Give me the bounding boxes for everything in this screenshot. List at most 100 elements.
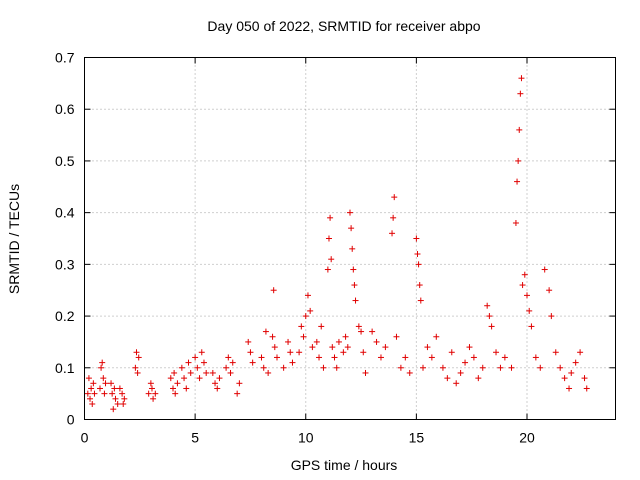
data-point xyxy=(85,375,92,382)
data-point xyxy=(174,380,181,387)
data-point xyxy=(324,266,331,273)
data-point xyxy=(325,235,332,242)
data-point xyxy=(453,380,460,387)
data-point xyxy=(377,354,384,361)
data-point xyxy=(147,380,154,387)
data-point xyxy=(413,235,420,242)
grid-lines xyxy=(84,57,616,420)
data-point xyxy=(329,344,336,351)
data-point xyxy=(84,390,91,397)
data-point xyxy=(318,323,325,330)
data-point xyxy=(420,364,427,371)
data-point xyxy=(331,354,338,361)
y-tick-label: 0.2 xyxy=(55,308,75,324)
data-point xyxy=(362,369,369,376)
data-point xyxy=(548,313,555,320)
data-point xyxy=(227,369,234,376)
data-point xyxy=(133,349,140,356)
data-point xyxy=(167,375,174,382)
axis-ticks: 0 0.1 0.2 0.3 0.4 0.5 0.6 0.7 0 5 10 15 20 xyxy=(55,50,616,446)
data-point xyxy=(519,282,526,289)
data-point xyxy=(171,369,178,376)
data-point xyxy=(185,359,192,366)
data-point xyxy=(307,307,314,314)
y-tick-label: 0.3 xyxy=(55,256,75,272)
x-tick-label: 5 xyxy=(191,430,199,446)
data-point xyxy=(96,385,103,392)
data-point xyxy=(249,359,256,366)
data-point xyxy=(532,354,539,361)
y-tick-label: 0.6 xyxy=(55,101,75,117)
data-point xyxy=(526,307,533,314)
data-point xyxy=(428,354,435,361)
data-point xyxy=(541,266,548,273)
data-point xyxy=(514,178,521,185)
data-point xyxy=(170,385,176,392)
data-point xyxy=(516,126,523,133)
data-point xyxy=(568,369,575,376)
data-point xyxy=(352,297,359,304)
data-point xyxy=(223,364,230,371)
data-point xyxy=(87,395,94,402)
data-point xyxy=(347,209,353,216)
y-tick-label: 0.7 xyxy=(55,50,75,66)
data-point xyxy=(90,380,97,387)
data-point xyxy=(397,364,404,371)
data-point xyxy=(349,245,356,252)
data-point xyxy=(150,395,157,402)
data-point xyxy=(552,349,559,356)
data-point xyxy=(350,266,357,273)
data-point xyxy=(289,359,296,366)
data-point xyxy=(135,354,142,361)
data-point xyxy=(444,375,451,382)
data-point xyxy=(298,323,305,330)
y-tick-label: 0.5 xyxy=(55,153,75,169)
plot-frame xyxy=(84,57,616,420)
data-point xyxy=(528,323,535,330)
data-point xyxy=(203,369,210,376)
data-point xyxy=(187,369,194,376)
data-point xyxy=(512,219,519,226)
data-point xyxy=(258,354,265,361)
data-point xyxy=(358,328,365,335)
data-point xyxy=(111,385,118,392)
data-point xyxy=(581,375,588,382)
data-point xyxy=(493,349,500,356)
data-point xyxy=(229,359,236,366)
data-point xyxy=(285,338,292,345)
data-point xyxy=(561,375,568,382)
data-point xyxy=(152,390,159,397)
data-point xyxy=(417,297,424,304)
data-point xyxy=(521,271,528,278)
data-point xyxy=(583,385,590,392)
chart-title: Day 050 of 2022, SRMTID for receiver abp… xyxy=(207,18,480,34)
data-point xyxy=(132,364,139,371)
data-point xyxy=(320,364,327,371)
data-point xyxy=(515,157,522,164)
data-point xyxy=(557,364,564,371)
data-point xyxy=(287,349,294,356)
data-point xyxy=(389,230,396,237)
data-point xyxy=(110,406,117,413)
data-point xyxy=(99,359,106,366)
data-point xyxy=(479,364,486,371)
data-point xyxy=(448,349,455,356)
x-tick-label: 20 xyxy=(519,430,535,446)
data-point xyxy=(508,364,515,371)
data-point xyxy=(101,390,108,397)
x-tick-label: 0 xyxy=(81,430,89,446)
data-point xyxy=(424,344,431,351)
data-point xyxy=(382,344,389,351)
data-point xyxy=(466,344,473,351)
data-point xyxy=(178,364,185,371)
data-point xyxy=(196,375,203,382)
data-point xyxy=(88,385,95,392)
data-point xyxy=(145,390,152,397)
data-point xyxy=(524,292,530,299)
data-point xyxy=(475,375,482,382)
data-point xyxy=(245,338,252,345)
data-point xyxy=(470,354,477,361)
x-axis-label: GPS time / hours xyxy=(291,457,398,473)
data-point xyxy=(360,349,367,356)
